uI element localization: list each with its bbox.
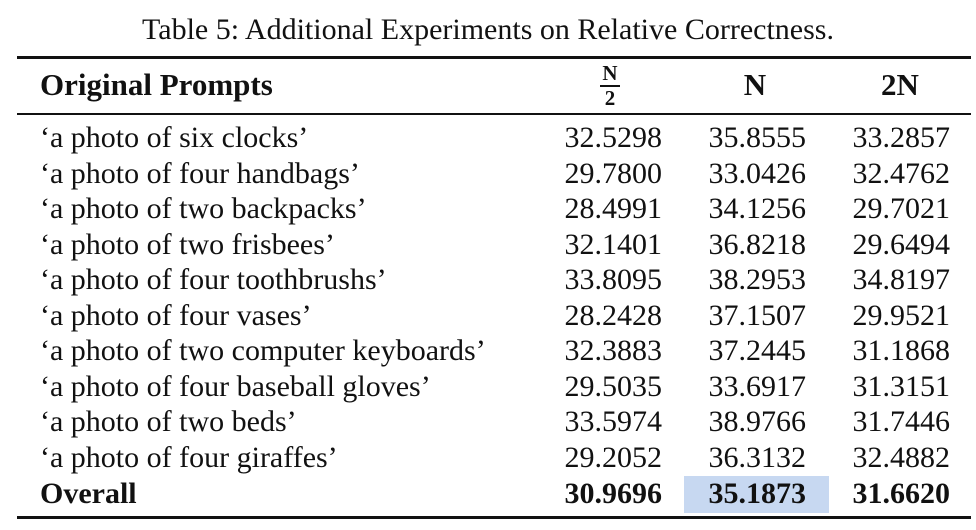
two-n-cell: 32.4762 (852, 156, 951, 190)
half-n-cell: 28.4991 (564, 192, 663, 225)
n-cell: 33.6917 (708, 369, 807, 403)
overall-n: 35.1873 (708, 477, 807, 510)
table-row: ‘a photo of four toothbrushs’ 33.8095 38… (0, 262, 976, 297)
two-n-cell: 31.3151 (852, 369, 951, 403)
half-n-cell: 32.5298 (564, 121, 663, 154)
table-row: ‘a photo of four baseball gloves’ 29.503… (0, 369, 976, 404)
prompt-cell: ‘a photo of four giraffes’ (40, 440, 338, 474)
table-row: ‘a photo of two frisbees’ 32.1401 36.821… (0, 227, 976, 262)
table-caption: Table 5: Additional Experiments on Relat… (142, 13, 834, 46)
half-n-cell: 32.1401 (564, 227, 663, 261)
half-n-cell: 28.2428 (564, 298, 663, 332)
prompt-cell: ‘a photo of two frisbees’ (40, 227, 335, 261)
n-cell: 36.8218 (708, 227, 807, 261)
overall-row: Overall 30.9696 35.1873 31.6620 (0, 476, 976, 511)
bottom-rule (17, 516, 971, 519)
header-original-prompts: Original Prompts (40, 67, 273, 102)
half-n-cell: 33.8095 (564, 263, 663, 296)
prompt-cell: ‘a photo of four baseball gloves’ (40, 369, 431, 403)
n-cell: 34.1256 (708, 192, 807, 225)
prompt-cell: ‘a photo of two backpacks’ (40, 192, 367, 225)
n-cell: 37.2445 (708, 334, 807, 367)
two-n-cell: 34.8197 (852, 263, 951, 296)
prompt-cell: ‘a photo of four toothbrushs’ (40, 263, 387, 296)
header-half-n-denominator: 2 (604, 86, 616, 110)
overall-label: Overall (40, 477, 137, 510)
header-2n: 2N (881, 67, 919, 102)
highlight-cell (684, 476, 829, 513)
half-n-cell: 29.2052 (564, 440, 663, 474)
table-row: ‘a photo of two beds’ 33.5974 38.9766 31… (0, 404, 976, 439)
overall-two-n: 31.6620 (852, 477, 951, 510)
prompt-cell: ‘a photo of four vases’ (40, 298, 312, 332)
two-n-cell: 31.7446 (852, 405, 951, 438)
two-n-cell: 29.6494 (852, 227, 951, 261)
table-row: ‘a photo of two computer keyboards’ 32.3… (0, 333, 976, 368)
n-cell: 36.3132 (708, 440, 807, 474)
two-n-cell: 29.7021 (852, 192, 951, 225)
n-cell: 33.0426 (708, 156, 807, 190)
table-row: ‘a photo of two backpacks’ 28.4991 34.12… (0, 191, 976, 226)
header-rule (17, 113, 971, 115)
half-n-cell: 32.3883 (564, 334, 663, 367)
two-n-cell: 32.4882 (852, 440, 951, 474)
half-n-cell: 33.5974 (564, 405, 663, 438)
table-row: ‘a photo of four handbags’ 29.7800 33.04… (0, 156, 976, 191)
table-row: ‘a photo of six clocks’ 32.5298 35.8555 … (0, 120, 976, 155)
prompt-cell: ‘a photo of four handbags’ (40, 156, 360, 190)
top-rule (17, 56, 971, 59)
two-n-cell: 31.1868 (852, 334, 951, 367)
n-cell: 37.1507 (708, 298, 807, 332)
header-half-n: N 2 (585, 63, 635, 109)
prompt-cell: ‘a photo of two computer keyboards’ (40, 334, 486, 367)
n-cell: 38.9766 (708, 405, 807, 438)
table-row: ‘a photo of four giraffes’ 29.2052 36.31… (0, 440, 976, 475)
half-n-cell: 29.5035 (564, 369, 663, 403)
n-cell: 38.2953 (708, 263, 807, 296)
two-n-cell: 29.9521 (852, 298, 951, 332)
overall-half-n: 30.9696 (564, 477, 663, 510)
header-n: N (743, 67, 767, 102)
header-half-n-numerator: N (602, 61, 618, 85)
n-cell: 35.8555 (708, 121, 807, 154)
fraction-bar (600, 85, 620, 87)
half-n-cell: 29.7800 (564, 156, 663, 190)
two-n-cell: 33.2857 (852, 121, 951, 154)
table-row: ‘a photo of four vases’ 28.2428 37.1507 … (0, 298, 976, 333)
prompt-cell: ‘a photo of two beds’ (40, 405, 297, 438)
prompt-cell: ‘a photo of six clocks’ (40, 121, 309, 154)
